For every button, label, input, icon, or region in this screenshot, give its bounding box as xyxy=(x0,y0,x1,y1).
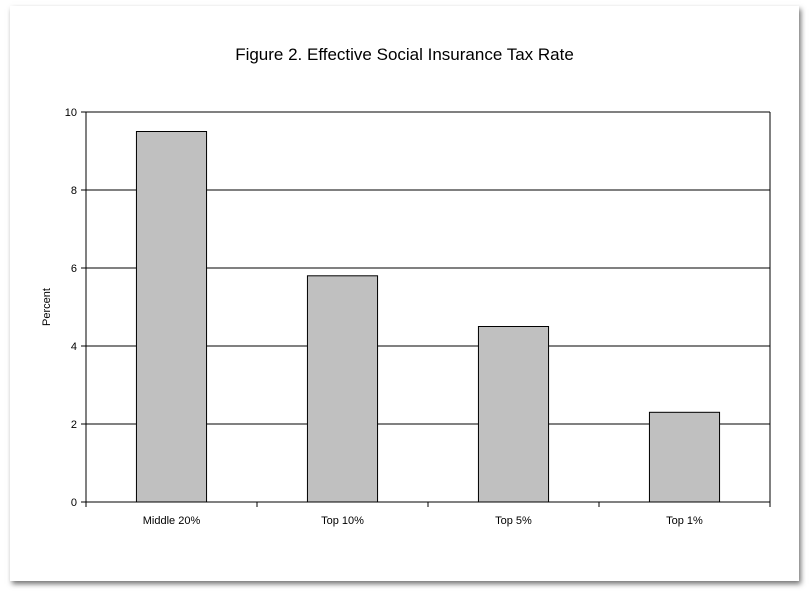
bars xyxy=(135,131,721,503)
y-tick-label-6: 6 xyxy=(71,263,77,275)
chart-title: Figure 2. Effective Social Insurance Tax… xyxy=(235,45,574,64)
y-tick-label-10: 10 xyxy=(65,107,77,119)
x-tick-label-3: Top 1% xyxy=(666,515,703,527)
x-ticks: Middle 20% Top 10% Top 5% Top 1% xyxy=(85,502,771,527)
y-tick-label-8: 8 xyxy=(71,185,77,197)
bar-0 xyxy=(135,131,208,503)
y-axis-title: Percent xyxy=(41,288,53,326)
bar-1 xyxy=(306,275,379,503)
y-tick-label-0: 0 xyxy=(71,497,77,509)
y-tick-label-4: 4 xyxy=(71,341,77,353)
bar-3 xyxy=(648,411,721,503)
y-ticks: 0 2 4 6 8 10 xyxy=(65,107,86,509)
bar-2 xyxy=(477,326,550,503)
x-tick-label-0: Middle 20% xyxy=(143,515,201,527)
x-tick-label-1: Top 10% xyxy=(321,515,364,527)
x-tick-label-2: Top 5% xyxy=(495,515,532,527)
y-tick-label-2: 2 xyxy=(71,419,77,431)
